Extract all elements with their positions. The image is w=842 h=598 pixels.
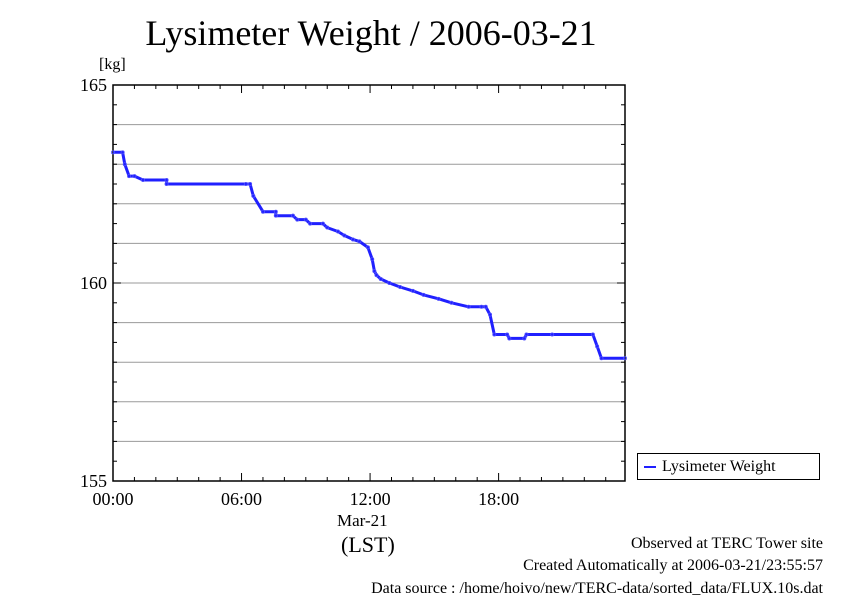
data-point (479, 304, 484, 309)
data-point (522, 336, 527, 341)
data-point (505, 332, 510, 337)
y-axis-unit-label: [kg] (99, 56, 126, 73)
footer-observed-site: Observed at TERC Tower site (630, 535, 823, 552)
data-point (303, 217, 308, 222)
data-point (111, 150, 116, 155)
data-point (342, 233, 347, 238)
data-point (374, 273, 379, 278)
data-point (350, 237, 355, 242)
data-point (507, 336, 512, 341)
data-point (335, 229, 340, 234)
legend: Lysimeter Weight (637, 453, 820, 480)
legend-entry-lysimeter-weight: Lysimeter Weight (662, 457, 776, 475)
data-point (132, 174, 137, 179)
data-point (122, 162, 127, 167)
x-axis-date-label: Mar-21 (337, 511, 388, 530)
footer-data-source: Data source : /home/hoivo/new/TERC-data/… (371, 580, 823, 597)
data-point (273, 213, 278, 218)
data-point (372, 269, 377, 274)
y-tick-label: 160 (80, 273, 107, 293)
data-point (488, 312, 493, 317)
x-tick-label: 12:00 (350, 489, 391, 509)
data-point (251, 193, 256, 198)
data-point (243, 181, 248, 186)
footer-created-timestamp: Created Automatically at 2006-03-21/23:5… (523, 557, 823, 574)
data-point (410, 288, 415, 293)
x-ticks: 00:00 06:00 12:00 18:00 (92, 85, 607, 509)
data-point (120, 150, 125, 155)
data-point (308, 221, 313, 226)
data-point (140, 178, 145, 183)
y-ticks: 155 160 165 (80, 75, 625, 491)
data-point (550, 332, 555, 337)
data-point (378, 277, 383, 282)
x-tick-label: 06:00 (221, 489, 262, 509)
data-point (623, 356, 628, 361)
data-point (370, 257, 375, 262)
data-point (164, 178, 169, 183)
data-point (387, 280, 392, 285)
series-line-lysimeter-weight (113, 150, 625, 360)
data-point (466, 304, 471, 309)
y-tick-label: 165 (80, 75, 107, 95)
data-point (273, 209, 278, 214)
data-point (357, 239, 362, 244)
data-point (421, 292, 426, 297)
data-point (127, 174, 132, 179)
data-point (483, 304, 488, 309)
chart-title: Lysimeter Weight / 2006-03-21 (145, 13, 597, 53)
data-point (320, 221, 325, 226)
data-point (398, 284, 403, 289)
data-point (164, 181, 169, 186)
data-point (260, 209, 265, 214)
data-point (599, 356, 604, 361)
data-point (436, 296, 441, 301)
data-point (365, 245, 370, 250)
data-point (449, 300, 454, 305)
x-tick-label: 00:00 (92, 489, 133, 509)
y-tick-label: 155 (80, 471, 107, 491)
x-tick-label: 18:00 (478, 489, 519, 509)
data-point (295, 217, 300, 222)
data-point (325, 225, 330, 230)
data-point (590, 332, 595, 337)
series-layer (111, 150, 628, 361)
data-point (248, 181, 253, 186)
data-point (524, 332, 529, 337)
x-axis-label: (LST) (341, 532, 395, 557)
data-point (290, 213, 295, 218)
data-point (492, 332, 497, 337)
data-point (595, 344, 600, 349)
grid-lines (113, 124, 625, 442)
legend-swatch (644, 465, 656, 468)
